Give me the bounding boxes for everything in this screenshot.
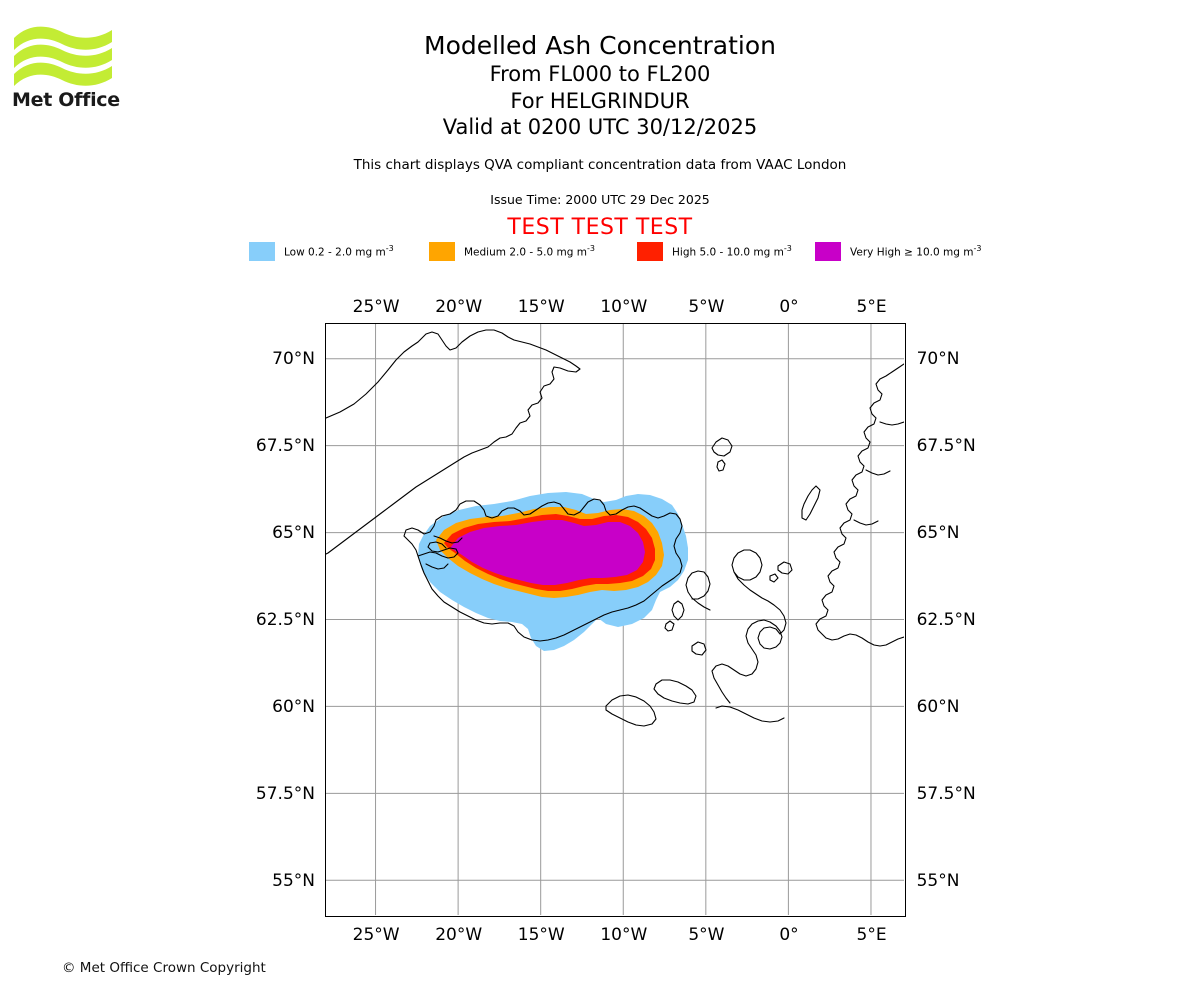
lat-tick-right-3: 62.5°N: [916, 610, 976, 631]
coastline-shetland: [801, 485, 821, 521]
lon-tick-bottom-6: 5°E: [856, 924, 887, 945]
lon-tick-top-0: 25°W: [352, 297, 400, 317]
lon-tick-bottom-4: 5°W: [688, 924, 725, 945]
coastline-iceland-hvalfjordur: [433, 535, 463, 544]
lat-tick-left-1: 67.5°N: [255, 436, 315, 457]
coastline-norway-fjord-3: [853, 519, 879, 526]
lat-tick-left-2: 65°N: [272, 523, 315, 544]
coastline-norway: [815, 363, 904, 647]
legend-item-very-high: Very High ≥ 10.0 mg m-3: [815, 240, 981, 262]
page-title: Modelled Ash Concentration: [424, 31, 776, 60]
chart-title-block: Modelled Ash Concentration From FL000 to…: [0, 30, 1200, 141]
lat-tick-right-5: 57.5°N: [916, 783, 976, 804]
lat-tick-left-0: 70°N: [272, 349, 315, 370]
ash-concentration-map: 25°W 20°W 15°W 10°W 5°W 0° 5°E 25°W 20°W 15°W 10°…: [256, 297, 976, 945]
lat-tick-right-4: 60°N: [916, 697, 960, 717]
lon-tick-top-6: 5°E: [856, 297, 887, 317]
coastline-faroe-islands: [711, 437, 733, 457]
lon-tick-bottom-2: 15°W: [517, 924, 565, 945]
legend-swatch-very-high: [815, 241, 841, 261]
ash-plume-contours: [418, 492, 688, 651]
volcano-name: For HELGRINDUR: [510, 88, 690, 113]
coastline-britain: [653, 549, 787, 723]
coastline-iceland-reykjanes: [417, 541, 459, 559]
lat-tick-left-5: 57.5°N: [255, 783, 315, 804]
coastline-ireland: [605, 694, 657, 727]
coastline-faroe-south: [716, 459, 726, 472]
copyright-notice: © Met Office Crown Copyright: [62, 960, 266, 976]
coastline-orkney-small: [769, 573, 779, 583]
legend-swatch-medium: [429, 241, 455, 261]
legend-label-high: High 5.0 - 10.0 mg m-3: [672, 243, 792, 259]
lat-tick-right-0: 70°N: [916, 349, 960, 370]
lat-tick-right-2: 65°N: [916, 523, 960, 544]
lon-tick-bottom-1: 20°W: [435, 924, 483, 945]
coastline-iceland: [403, 498, 683, 642]
lon-tick-bottom-5: 0°: [779, 924, 799, 945]
coastline-norway-fjord-2: [865, 469, 891, 476]
concentration-legend: Low 0.2 - 2.0 mg m-3 Medium 2.0 - 5.0 mg…: [249, 240, 989, 262]
legend-swatch-high: [637, 241, 663, 261]
flight-level-range: From FL000 to FL200: [489, 62, 711, 86]
legend-item-low: Low 0.2 - 2.0 mg m-3: [249, 240, 394, 262]
lon-tick-top-4: 5°W: [688, 297, 725, 317]
issue-time: Issue Time: 2000 UTC 29 Dec 2025: [490, 192, 710, 207]
legend-label-low: Low 0.2 - 2.0 mg m-3: [284, 243, 394, 259]
lat-tick-right-6: 55°N: [916, 870, 960, 891]
met-office-logo: Met Office: [12, 22, 132, 118]
lon-tick-top-3: 10°W: [600, 297, 648, 317]
valid-time: Valid at 0200 UTC 30/12/2025: [442, 115, 758, 139]
ash-contour-very-high: [450, 520, 645, 585]
lat-tick-left-6: 55°N: [272, 870, 315, 891]
legend-item-medium: Medium 2.0 - 5.0 mg m-3: [429, 240, 595, 262]
lon-tick-bottom-0: 25°W: [352, 924, 400, 945]
legend-label-medium: Medium 2.0 - 5.0 mg m-3: [464, 243, 595, 259]
lat-tick-right-1: 67.5°N: [916, 436, 976, 457]
lat-tick-left-3: 62.5°N: [255, 610, 315, 631]
coastline-norway-fjord-1: [879, 421, 904, 426]
coastline-orkney: [777, 561, 793, 575]
lon-tick-top-2: 15°W: [517, 297, 565, 317]
legend-swatch-low: [249, 241, 275, 261]
map-plot-frame: [325, 323, 906, 917]
legend-label-very-high: Very High ≥ 10.0 mg m-3: [850, 243, 982, 259]
coastline-greenland: [326, 329, 581, 555]
map-canvas: [326, 324, 904, 915]
met-office-wordmark: Met Office: [12, 89, 120, 111]
coastline-iceland-borgarfjordur: [425, 563, 449, 570]
lon-tick-top-1: 20°W: [435, 297, 483, 317]
legend-item-high: High 5.0 - 10.0 mg m-3: [637, 240, 792, 262]
lon-tick-bottom-3: 10°W: [600, 924, 648, 945]
lon-tick-top-5: 0°: [779, 297, 799, 317]
lat-tick-left-4: 60°N: [272, 697, 315, 717]
qva-note: This chart displays QVA compliant concen…: [353, 157, 847, 173]
met-office-wave-mark: [14, 26, 112, 86]
test-banner: TEST TEST TEST: [507, 215, 693, 240]
coastlines: [326, 329, 904, 727]
